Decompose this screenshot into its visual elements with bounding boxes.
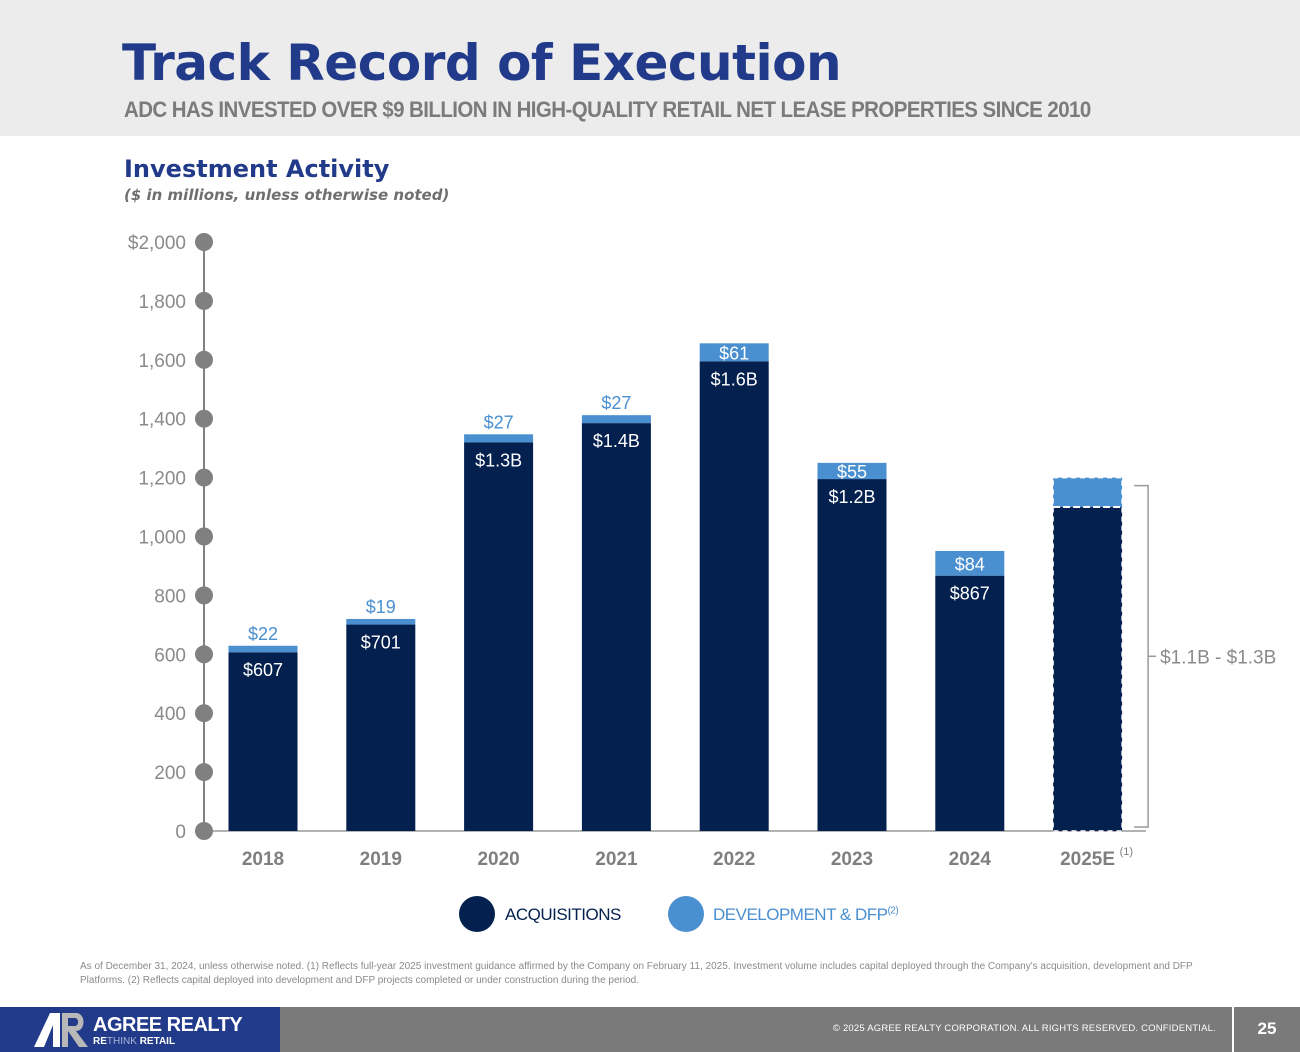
page-subtitle: ADC HAS INVESTED OVER $9 BILLION IN HIGH… xyxy=(124,97,1091,122)
bar-development-2018 xyxy=(228,645,298,653)
y-tick-marker xyxy=(195,291,213,310)
data-label-development-2024: $84 xyxy=(955,554,985,574)
page-number: 25 xyxy=(1257,1019,1277,1038)
data-label-development-2020: $27 xyxy=(484,412,514,432)
footnote: As of December 31, 2024, unless otherwis… xyxy=(80,961,1193,986)
x-tick-label: 2022 xyxy=(713,849,755,870)
y-tick-marker xyxy=(195,409,213,428)
bar-development-2020 xyxy=(464,434,534,443)
tagline-re: RE xyxy=(93,1036,107,1047)
bar-acquisitions-2020 xyxy=(464,442,534,831)
legend-swatch-acquisitions xyxy=(459,896,495,932)
estimate-outline xyxy=(1052,476,1123,832)
x-tick-label: 2018 xyxy=(242,849,284,870)
tagline-think: THINK xyxy=(106,1036,137,1047)
slide-footer: AGREE REALTY RETHINK RETAIL © 2025 AGREE… xyxy=(0,1007,1300,1052)
range-label: $1.1B - $1.3B xyxy=(1160,647,1276,668)
bar-acquisitions-2022 xyxy=(699,361,769,831)
y-tick-label: $2,000 xyxy=(128,233,186,254)
page-title: Track Record of Execution xyxy=(122,34,842,92)
bar-development-2021 xyxy=(581,415,651,424)
bar-development-2023 xyxy=(817,462,887,480)
copyright-notice: © 2025 AGREE REALTY CORPORATION. ALL RIG… xyxy=(832,1023,1216,1034)
y-tick-label: 1,800 xyxy=(138,292,186,313)
x-tick-label: 2020 xyxy=(477,849,519,870)
x-tick-label: 2024 xyxy=(949,849,992,870)
legend-label-acquisitions: ACQUISITIONS xyxy=(505,905,621,925)
data-labels: $22 $607 $19 $701 $27 $1.3B $27 $1.4B $61 $1.6B $5… xyxy=(243,343,990,680)
bar-acquisitions-2023 xyxy=(817,479,887,831)
data-label-acquisitions-2024: $867 xyxy=(950,584,990,604)
y-tick-marker xyxy=(195,645,213,664)
data-label-development-2018: $22 xyxy=(248,624,278,644)
legend-label-development: DEVELOPMENT & DFP(2) xyxy=(713,905,899,925)
x-tick-label: 2023 xyxy=(831,849,873,870)
data-label-development-2019: $19 xyxy=(366,597,396,617)
legend-text-development: DEVELOPMENT & DFP xyxy=(713,905,888,924)
bar-acquisitions-2025E xyxy=(1053,507,1123,831)
y-axis: 0 200 400 600 800 1,000 1,200 1,400 1,600 1,800 $2… xyxy=(128,233,1146,843)
x-tick-label: 2025E xyxy=(1060,849,1115,870)
y-tick-label: 800 xyxy=(154,586,186,607)
page-number-divider xyxy=(1232,1007,1234,1052)
bar-development-2024 xyxy=(935,550,1005,576)
x-tick-label: 2021 xyxy=(595,849,638,870)
bar-acquisitions-2021 xyxy=(581,423,651,831)
y-tick-marker xyxy=(195,704,213,723)
tagline-retail: RETAIL xyxy=(139,1036,176,1047)
range-bracket xyxy=(1134,484,1149,828)
legend-swatch-development xyxy=(668,896,704,932)
x-tick-superscript: (1) xyxy=(1120,846,1133,858)
y-tick-label: 0 xyxy=(175,822,186,843)
y-tick-label: 1,200 xyxy=(138,469,186,490)
y-tick-marker xyxy=(195,586,213,605)
x-tick-label: 2019 xyxy=(360,849,402,870)
chart-title: Investment Activity xyxy=(124,155,390,183)
data-label-acquisitions-2020: $1.3B xyxy=(475,450,522,470)
y-tick-marker xyxy=(195,350,213,369)
y-tick-label: 600 xyxy=(154,645,186,666)
y-tick-label: 200 xyxy=(154,763,186,784)
bar-acquisitions-2019 xyxy=(346,624,416,831)
bar-development-2019 xyxy=(346,618,416,625)
estimate-bracket: $1.1B - $1.3B xyxy=(1134,484,1276,828)
investment-activity-chart: 0 200 400 600 800 1,000 1,200 1,400 1,600 1,800 $2… xyxy=(128,233,1276,870)
legend-text-acquisitions: ACQUISITIONS xyxy=(505,905,621,924)
y-tick-label: 1,000 xyxy=(138,528,186,549)
bar-acquisitions-2024 xyxy=(935,575,1005,831)
y-tick-label: 1,600 xyxy=(138,351,186,372)
data-label-acquisitions-2018: $607 xyxy=(243,660,283,680)
bars xyxy=(228,343,1123,832)
data-label-acquisitions-2022: $1.6B xyxy=(711,369,758,389)
y-tick-marker xyxy=(195,468,213,487)
data-label-development-2021: $27 xyxy=(601,393,631,413)
brand-tagline: RETHINK RETAIL xyxy=(93,1036,175,1047)
legend-superscript: (2) xyxy=(887,905,899,917)
data-label-acquisitions-2021: $1.4B xyxy=(593,431,640,451)
y-tick-marker xyxy=(195,763,213,782)
y-tick-label: 400 xyxy=(154,704,186,725)
y-tick-marker xyxy=(195,822,213,840)
agree-realty-logo-icon xyxy=(34,1013,88,1047)
data-label-acquisitions-2023: $1.2B xyxy=(828,487,875,507)
chart-subtitle: ($ in millions, unless otherwise noted) xyxy=(124,186,450,204)
chart-legend: ACQUISITIONS DEVELOPMENT & DFP(2) xyxy=(0,896,1300,936)
bar-development-2025E xyxy=(1053,477,1123,508)
slide-header: Track Record of Execution ADC HAS INVEST… xyxy=(0,0,1300,136)
brand-name: AGREE REALTY xyxy=(93,1014,243,1036)
data-label-acquisitions-2019: $701 xyxy=(361,633,401,653)
y-tick-label: 1,400 xyxy=(138,410,186,431)
bar-development-2022 xyxy=(699,343,769,362)
bar-acquisitions-2018 xyxy=(228,652,298,831)
brand-block: AGREE REALTY RETHINK RETAIL xyxy=(0,1007,280,1052)
y-tick-marker xyxy=(195,233,213,251)
data-label-development-2022: $61 xyxy=(719,343,749,363)
y-tick-marker xyxy=(195,527,213,546)
data-label-development-2023: $55 xyxy=(837,462,867,482)
x-axis-labels: 2018 2019 2020 2021 2022 2023 2024 2025E (1) xyxy=(242,846,1133,870)
